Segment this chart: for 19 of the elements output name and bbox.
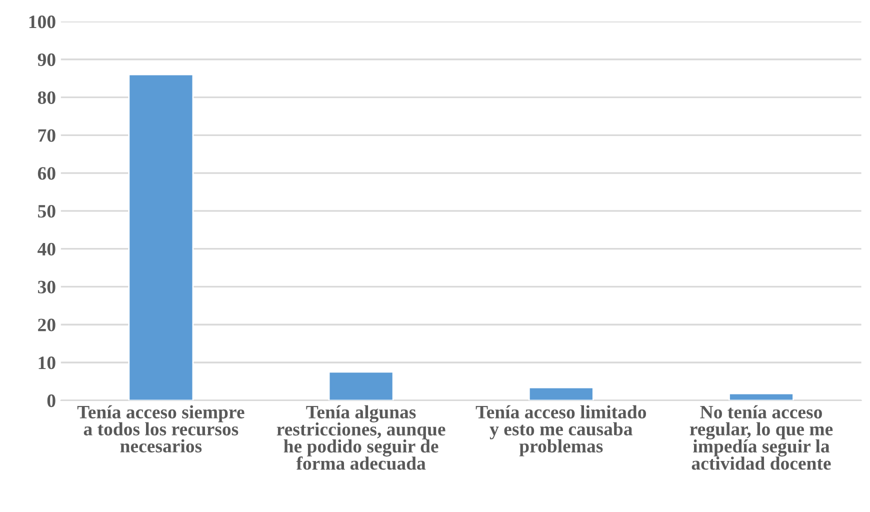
bar	[328, 371, 394, 400]
bar	[528, 386, 594, 400]
y-tick-label: 20	[38, 318, 56, 332]
x-tick-label: Tenía acceso siempre a todos los recursos necesarios	[77, 405, 244, 452]
x-tick-label: Tenía acceso limitado y esto me causaba problemas	[476, 405, 646, 456]
y-tick-label: 70	[38, 129, 56, 142]
x-tick-label: Tenía algunas restricciones, aunque he podido seguir de forma adecuada	[276, 405, 446, 470]
y-tick-label: 80	[38, 91, 56, 104]
y-tick-label: 40	[38, 242, 56, 256]
x-tick-label: No tenía acceso regular, lo que me impedía seguir la actividad docente	[690, 405, 833, 470]
y-tick-label: 10	[38, 356, 56, 370]
y-tick-label: 30	[38, 280, 56, 294]
y-tick-label: 90	[38, 53, 56, 66]
bar	[128, 74, 194, 400]
y-tick-label: 0	[47, 394, 56, 408]
y-tick-label: 60	[38, 167, 56, 180]
bar	[728, 392, 794, 400]
y-tick-label: 50	[38, 204, 56, 218]
y-tick-label: 100	[29, 16, 56, 28]
